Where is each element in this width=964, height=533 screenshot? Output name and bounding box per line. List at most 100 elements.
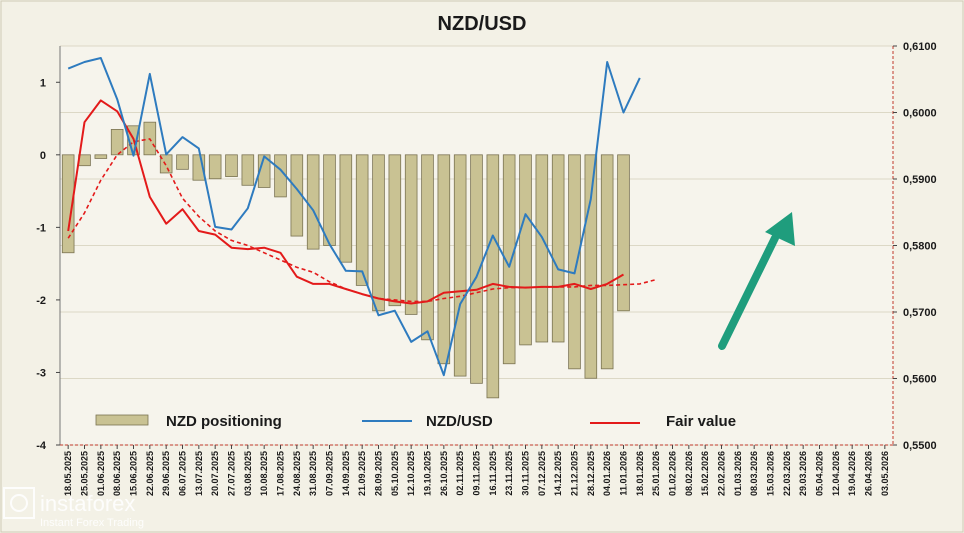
bar-21.12.2025 (568, 154, 581, 370)
y-left-tick-label: -3 (36, 367, 46, 379)
x-tick-label: 11.01.2026 (619, 451, 629, 496)
x-tick-label: 25.05.2025 (80, 451, 90, 496)
x-tick-label: 15.02.2026 (700, 451, 710, 496)
bar-14.12.2025 (551, 154, 565, 343)
x-tick-label: 09.11.2025 (472, 451, 482, 496)
x-tick-label: 20.07.2025 (210, 451, 220, 496)
x-tick-label: 21.09.2025 (357, 451, 367, 496)
x-tick-label: 29.06.2025 (161, 451, 171, 496)
y-right-tick-label: 0,5800 (903, 241, 937, 253)
bar-19.10.2025 (421, 154, 434, 341)
x-tick-label: 16.11.2025 (488, 451, 498, 496)
x-tick-label: 07.09.2025 (325, 451, 335, 496)
bar-09.11.2025 (470, 154, 483, 384)
bar-01.06.2025 (94, 154, 108, 159)
x-tick-label: 28.09.2025 (374, 451, 384, 496)
y-axis-left: 1 0 -1 -2 -3 -4 (36, 46, 61, 452)
x-tick-label: 03.08.2025 (243, 451, 253, 496)
y-left-tick-label: -1 (36, 222, 46, 234)
y-left-tick-label: -2 (36, 295, 46, 307)
x-tick-label: 07.12.2025 (537, 451, 547, 496)
bar-11.01.2026 (617, 154, 630, 312)
x-tick-label: 01.02.2026 (668, 451, 678, 496)
x-tick-label: 08.02.2026 (684, 451, 694, 496)
y-right-tick-label: 0,5700 (903, 307, 937, 319)
bar-14.09.2025 (339, 154, 353, 263)
bar-16.11.2025 (486, 154, 500, 399)
legend-swatch-nzd-positioning (95, 414, 149, 426)
x-tick-label: 26.04.2026 (864, 451, 874, 496)
x-tick-label: 21.12.2025 (570, 451, 580, 496)
x-tick-label: 03.05.2026 (880, 451, 890, 496)
bar-12.10.2025 (404, 154, 418, 315)
x-tick-label: 19.10.2025 (423, 451, 433, 496)
watermark-tagline: Instant Forex Trading (40, 517, 144, 529)
x-tick-label: 22.03.2026 (782, 451, 792, 496)
x-tick-label: 04.01.2026 (602, 451, 612, 496)
x-tick-label: 22.06.2025 (145, 451, 155, 496)
y-right-tick-label: 0,5900 (903, 174, 937, 186)
bar-02.11.2025 (453, 154, 467, 377)
bar-13.07.2025 (192, 154, 206, 181)
x-tick-label: 30.11.2025 (521, 451, 531, 496)
x-tick-label: 27.07.2025 (227, 451, 237, 496)
x-tick-label: 28.12.2025 (586, 451, 596, 496)
bar-10.08.2025 (257, 154, 271, 188)
bar-31.08.2025 (306, 154, 320, 250)
x-tick-label: 25.01.2026 (651, 451, 661, 496)
x-tick-label: 31.08.2025 (308, 451, 318, 496)
chart-title: NZD/USD (438, 13, 527, 35)
bar-27.07.2025 (225, 154, 238, 177)
bar-28.09.2025 (372, 154, 385, 312)
x-tick-label: 12.10.2025 (406, 451, 416, 496)
bar-04.01.2026 (600, 154, 614, 370)
watermark-brand: instaforex (40, 491, 135, 516)
legend: NZD positioning NZD/USD Fair value (95, 413, 736, 430)
trend-arrow (718, 212, 795, 350)
x-tick-label: 15.03.2026 (766, 451, 776, 496)
x-tick-label: 05.04.2026 (815, 451, 825, 496)
y-right-tick-label: 0,5500 (903, 440, 937, 452)
x-tick-label: 02.11.2025 (455, 451, 465, 496)
x-tick-label: 18.01.2026 (635, 451, 645, 496)
bar-05.10.2025 (388, 154, 402, 307)
x-tick-label: 29.03.2026 (798, 451, 808, 496)
x-tick-label: 17.08.2025 (276, 451, 286, 496)
legend-label-nzd-positioning: NZD positioning (166, 413, 282, 430)
bar-23.11.2025 (502, 154, 516, 365)
arrow-head (765, 212, 795, 246)
bar-30.11.2025 (519, 154, 532, 346)
x-tick-label: 12.04.2026 (831, 451, 841, 496)
bar-18.05.2025 (61, 154, 75, 254)
fair-value-line (67, 99, 624, 305)
x-tick-label: 01.06.2025 (96, 451, 106, 496)
x-tick-label: 08.03.2026 (749, 451, 759, 496)
x-tick-label: 26.10.2025 (439, 451, 449, 496)
y-right-tick-label: 0,6000 (903, 108, 937, 120)
bar-20.07.2025 (208, 154, 222, 180)
x-tick-label: 19.04.2026 (847, 451, 857, 496)
bar-07.09.2025 (323, 154, 336, 246)
x-tick-label: 24.08.2025 (292, 451, 302, 496)
bar-08.06.2025 (110, 129, 124, 156)
y-left-tick-label: -4 (36, 440, 47, 452)
bar-26.10.2025 (437, 154, 451, 365)
bar-21.09.2025 (355, 154, 369, 286)
x-tick-label: 22.02.2026 (717, 451, 727, 496)
arrow-shaft (718, 234, 779, 350)
bar-28.12.2025 (584, 154, 598, 379)
x-tick-label: 01.03.2026 (733, 451, 743, 496)
legend-label-nzdusd: NZD/USD (426, 413, 493, 430)
x-tick-label: 14.09.2025 (341, 451, 351, 496)
y-right-tick-label: 0,5600 (903, 374, 937, 386)
bar-25.05.2025 (78, 154, 91, 167)
bar-07.12.2025 (535, 154, 549, 343)
x-axis: 18.05.2025 25.05.2025 01.06.2025 08.06.2025… (60, 444, 893, 496)
nzdusd-line (67, 57, 641, 377)
x-tick-label: 10.08.2025 (259, 451, 269, 496)
watermark-icon (3, 487, 35, 519)
watermark-icon-ring (10, 494, 28, 512)
